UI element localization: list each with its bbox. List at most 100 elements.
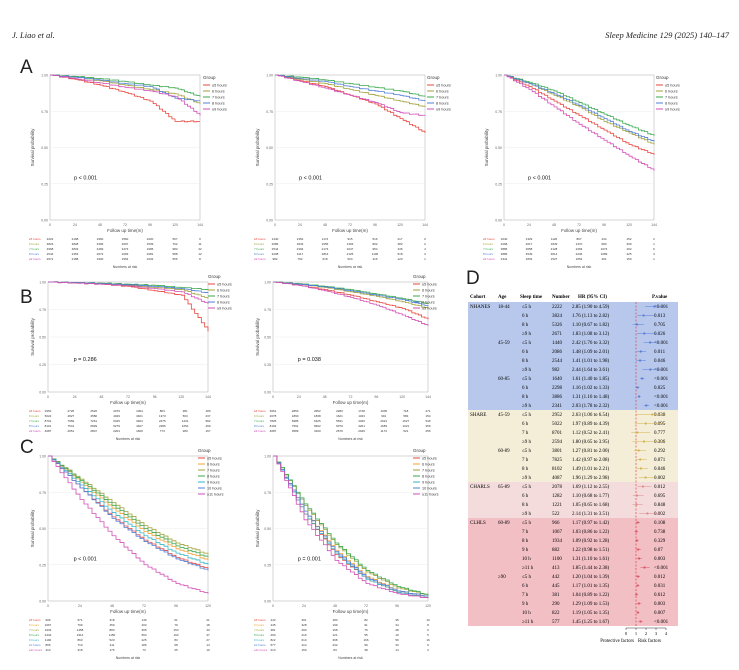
forest-sleep: 8 h (522, 323, 529, 328)
km-curve-4 (275, 74, 426, 102)
risk-cell: 822 (270, 638, 275, 642)
running-header-journal: Sleep Medicine 129 (2025) 140–147 (605, 30, 729, 40)
risk-cell: 582 (205, 419, 210, 423)
risk-cell: 954 (372, 247, 377, 251)
risk-row-label: ≥9 hours (29, 429, 41, 433)
x-tick-label: 96 (395, 604, 399, 608)
risk-cell: 799 (77, 623, 82, 627)
risk-row-label: 8 hours (29, 252, 40, 256)
forest-pvalue: 0.738 (654, 530, 666, 535)
forest-cohort: SHARE (470, 413, 486, 418)
risk-cell: 3473 (122, 247, 129, 251)
forest-sleep: 6 h (522, 386, 529, 391)
risk-cell: 1647 (347, 247, 354, 251)
risk-cell: 503 (141, 633, 146, 637)
forest-point (653, 305, 656, 308)
risk-table-title: Numbers at risk (116, 437, 141, 441)
km-curve-2 (275, 74, 426, 107)
km-curve-5 (273, 281, 429, 326)
forest-header-hr: HR (95% CI) (578, 295, 607, 300)
risk-table-title: Numbers at risk (116, 656, 141, 660)
risk-cell: 1914 (77, 633, 84, 637)
risk-cell: 318 (109, 618, 114, 622)
forest-sleep: ≥9 h (522, 332, 531, 337)
forest-point (644, 422, 647, 425)
risk-row-label: 8 hours (483, 252, 494, 256)
x-tick-label: 0 (274, 223, 276, 227)
x-axis-label: Follow up time(m) (107, 228, 143, 233)
p-value: p < 0.001 (299, 175, 322, 181)
risk-cell: 571 (77, 618, 82, 622)
forest-number: 7825 (552, 458, 563, 463)
risk-cell: 2072 (97, 252, 104, 256)
risk-cell: 290 (301, 628, 306, 632)
risk-row-label: 8 hours (254, 633, 265, 637)
risk-cell: 256 (425, 429, 430, 433)
forest-number: 290 (552, 602, 560, 607)
risk-cell: 47 (206, 633, 210, 637)
risk-cell: 7825 (270, 419, 277, 423)
km-curve-5 (275, 74, 426, 116)
forest-sleep: 10 h (522, 611, 531, 616)
x-tick-label: 72 (126, 395, 130, 399)
risk-cell: 152 (626, 237, 631, 241)
forest-pvalue: 0.095 (654, 422, 666, 427)
risk-cell: 1440 (272, 237, 279, 241)
forest-cohort: CLHLS (470, 521, 486, 526)
risk-cell: 1106 (372, 252, 379, 256)
x-tick-label: 48 (323, 223, 327, 227)
forest-point (638, 557, 641, 560)
risk-cell: 556 (172, 257, 177, 261)
forest-pvalue: 0.046 (654, 467, 666, 472)
risk-cell: 150 (301, 648, 306, 652)
risk-cell: 301 (301, 618, 306, 622)
forest-point (635, 323, 639, 326)
risk-cell: 802 (372, 242, 377, 246)
risk-cell: 121 (332, 633, 337, 637)
legend-label: 9 hours (207, 481, 220, 485)
risk-cell: 2720 (68, 409, 75, 413)
risk-cell: 1890 (292, 414, 299, 418)
legend-label: ≥9 hours (665, 108, 680, 112)
forest-point (645, 404, 648, 407)
forest-sleep: 6 h (522, 494, 529, 499)
p-value: p < 0.001 (74, 556, 97, 562)
risk-cell: 2816 (322, 252, 329, 256)
forest-hr-text: 1.41 (1.01 to 1.98) (572, 359, 610, 364)
risk-cell: 84 (333, 648, 337, 652)
legend-label: 7 hours (422, 469, 435, 473)
legend-label: ≥9 hours (212, 108, 227, 112)
forest-plot: Cohort Age Sleep time Number HR (95% CI) P.va… (468, 290, 678, 665)
p-value: p < 0.001 (528, 175, 551, 181)
km-plot-a2: Survival probability 1.00 0.75 0.50 0.25 0.00… (253, 65, 473, 272)
x-tick-label: 72 (364, 604, 368, 608)
y-tick-label: 0.25 (266, 182, 273, 186)
legend-label: 6 hours (436, 90, 449, 94)
risk-cell: 3824 (47, 242, 54, 246)
y-tick-label: 0.50 (495, 146, 502, 150)
risk-row-label: ≤5 hours (29, 237, 41, 241)
legend-title: Group (198, 448, 211, 453)
y-tick-label: 0.75 (264, 491, 271, 495)
risk-cell: 411 (110, 643, 115, 647)
forest-hr-text: 1.85 (1.44 to 2.38) (572, 566, 610, 571)
risk-cell: 33 (395, 643, 399, 647)
risk-cell: 461 (601, 257, 606, 261)
risk-cell: 521 (403, 429, 408, 433)
forest-hr-text: 1.69 (1.12 to 2.55) (572, 485, 610, 490)
risk-cell: 368 (332, 638, 337, 642)
x-axis-label: Follow up time(m) (332, 228, 368, 233)
forest-number: 2671 (552, 332, 563, 337)
y-tick-label: 0.00 (495, 219, 502, 223)
km-plot-c1: Survival probability 1.00 0.75 0.50 0.25 0.00… (28, 446, 253, 668)
risk-cell: 2286 (159, 424, 166, 428)
legend-label: ≤5 hours (207, 457, 222, 461)
legend-title: Group (413, 274, 426, 279)
forest-pvalue: 0.038 (654, 413, 666, 418)
x-tick-label: 72 (348, 223, 352, 227)
risk-cell: 3461 (136, 414, 143, 418)
risk-cell: 1934 (45, 628, 52, 632)
x-tick-label: 120 (205, 604, 211, 608)
forest-point (644, 476, 647, 479)
forest-number: 1067 (552, 530, 563, 535)
